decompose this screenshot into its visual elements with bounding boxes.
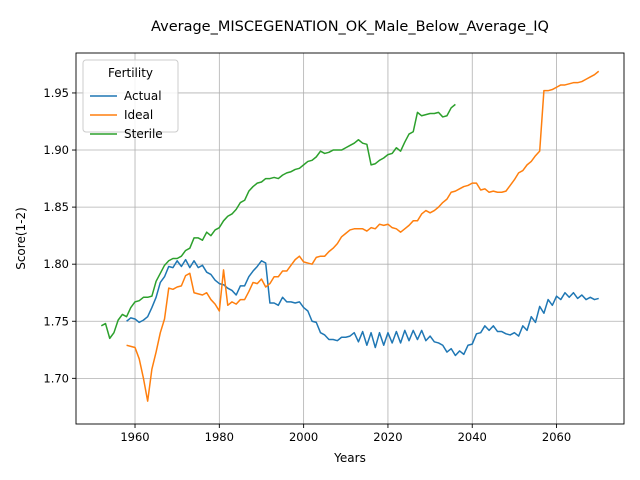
plot-frame [75,52,625,425]
legend-box [82,59,179,133]
x-tick-label: 2060 [542,430,571,444]
y-tick-label: 1.80 [43,257,69,271]
legend: Fertility Actual Ideal Sterile [82,59,179,141]
x-tick-label: 1960 [120,430,149,444]
legend-label: Sterile [124,127,163,141]
y-tick-label: 1.95 [43,86,69,100]
x-tick-label: 2040 [458,430,487,444]
y-axis-label: Score(1-2) [14,207,28,270]
x-tick-label: 2020 [373,430,402,444]
y-tick-label: 1.85 [43,200,69,214]
y-tick-label: 1.75 [43,314,69,328]
chart-title: Average_MISCEGENATION_OK_Male_Below_Aver… [151,19,549,35]
series-lines [100,70,600,402]
grid-lines [76,53,624,424]
x-axis-label: Years [333,451,366,465]
axes: 1960 1980 2000 2020 2040 2060 1.70 1.75 1.80 1.85… [43,86,571,444]
legend-title: Fertility [108,66,153,80]
series-line-ideal [126,70,600,402]
x-tick-label: 1980 [205,430,234,444]
series-line-actual [126,258,599,357]
legend-label: Actual [124,89,162,103]
series-line-sterile [100,103,456,340]
legend-label: Ideal [124,108,153,122]
x-tick-label: 2000 [289,430,318,444]
y-tick-label: 1.70 [43,371,69,385]
y-tick-label: 1.90 [43,143,69,157]
